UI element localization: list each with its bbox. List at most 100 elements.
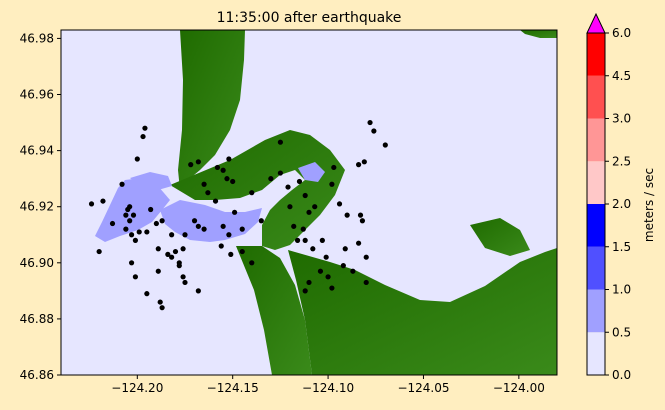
gauge-point [169,254,175,260]
gauge-point [249,190,255,196]
colorbar-tick-label: 3.0 [612,112,631,126]
x-tick-label: −124.00 [493,381,545,395]
gauge-point [302,237,308,243]
gauge-point [226,232,232,238]
gauge-point [182,232,188,238]
gauge-point [302,192,308,199]
gauge-point [344,212,350,218]
gauge-point [180,274,186,280]
gauge-point [144,229,150,235]
central-plume [160,200,262,242]
gauge-point [230,178,236,185]
gauge-point [294,237,301,243]
gauge-point [302,288,308,294]
gauge-point [228,251,234,257]
gauge-point [205,190,211,196]
colorbar-tick-label: 0.5 [612,325,631,339]
gauge-point [340,263,346,269]
gauge-point [136,229,142,235]
y-tick-label: 46.90 [20,256,54,270]
land-masses [170,30,557,375]
y-tick-label: 46.96 [20,88,54,102]
gauge-point [182,279,188,286]
gauge-point [277,170,283,176]
gauge-point [363,254,369,260]
gauge-point [319,237,325,243]
colorbar-tick-label: 1.0 [612,283,631,297]
gauge-point [165,251,171,257]
gauge-point [329,285,335,291]
colorbar-tick-label: 2.5 [612,154,631,168]
gauge-point [310,246,316,252]
colorbar-segment [587,289,605,333]
gauge-point [201,181,207,187]
gauge-point [382,142,388,148]
south-spit [236,246,312,375]
east-plume [298,162,325,182]
central-land-strip [170,130,345,250]
gauge-point [155,268,161,274]
gauge-point [356,240,362,246]
north-plume [130,172,172,190]
colorbar-extend-arrow [586,12,606,34]
gauge-point [155,246,161,252]
y-axis: 46.86 46.88 46.90 46.92 46.94 46.96 46.98 [20,31,61,382]
map-area [61,30,557,375]
gauge-point [140,133,146,140]
gauge-point [195,159,201,165]
gauge-point [119,181,125,187]
gauge-point [226,156,232,162]
x-tick-label: −124.15 [207,381,259,395]
gauge-point [212,198,219,204]
plot-frame [60,29,558,376]
gauge-point [300,226,306,232]
speed-plumes [95,162,325,242]
x-tick-label: −124.05 [397,381,449,395]
gauge-point [144,291,150,297]
x-tick-label: −124.20 [111,381,163,395]
gauge-point [157,299,163,305]
east-marsh [470,218,530,256]
gauge-point [291,223,297,229]
gauge-point [287,204,293,210]
gauge-point [180,246,186,252]
gauge-point [350,268,356,274]
chart-title: 11:35:00 after earthquake [217,10,402,26]
gauge-point [109,220,116,227]
gauge-point [317,268,324,274]
gauge-point [342,246,348,252]
gauge-point [336,201,343,207]
gauge-point [371,128,377,134]
colorbar-segment [587,332,605,375]
top-right-bank [520,30,557,38]
gauge-point [130,212,137,218]
x-tick-label: −124.10 [302,381,354,395]
colorbar-segment [587,246,605,290]
colorbar-tick-label: 1.5 [612,240,631,254]
gauge-point [239,248,245,255]
gauge-point [331,164,337,171]
colorbar-segment [587,118,605,162]
gauge-point [100,198,106,204]
gauge-point [123,226,129,232]
gauge-point [214,164,221,171]
colorbar-tick-label: 2.0 [612,197,631,211]
gauge-point [172,248,179,255]
gauge-point [88,201,95,207]
gauge-point [357,212,364,218]
gauge-point [329,181,335,187]
y-tick-label: 46.94 [20,144,54,158]
gauge-point [188,162,194,168]
colorbar-segment [587,161,605,204]
gauge-points [88,119,388,311]
gauge-point [195,223,201,229]
gauge-point [132,274,138,280]
gauge-point [128,232,135,238]
gauge-point [159,218,165,224]
gauge-point [176,263,182,269]
gauge-point [142,125,148,131]
gauge-point [127,204,133,210]
gauge-point [361,159,367,165]
y-tick-label: 46.86 [20,368,54,382]
